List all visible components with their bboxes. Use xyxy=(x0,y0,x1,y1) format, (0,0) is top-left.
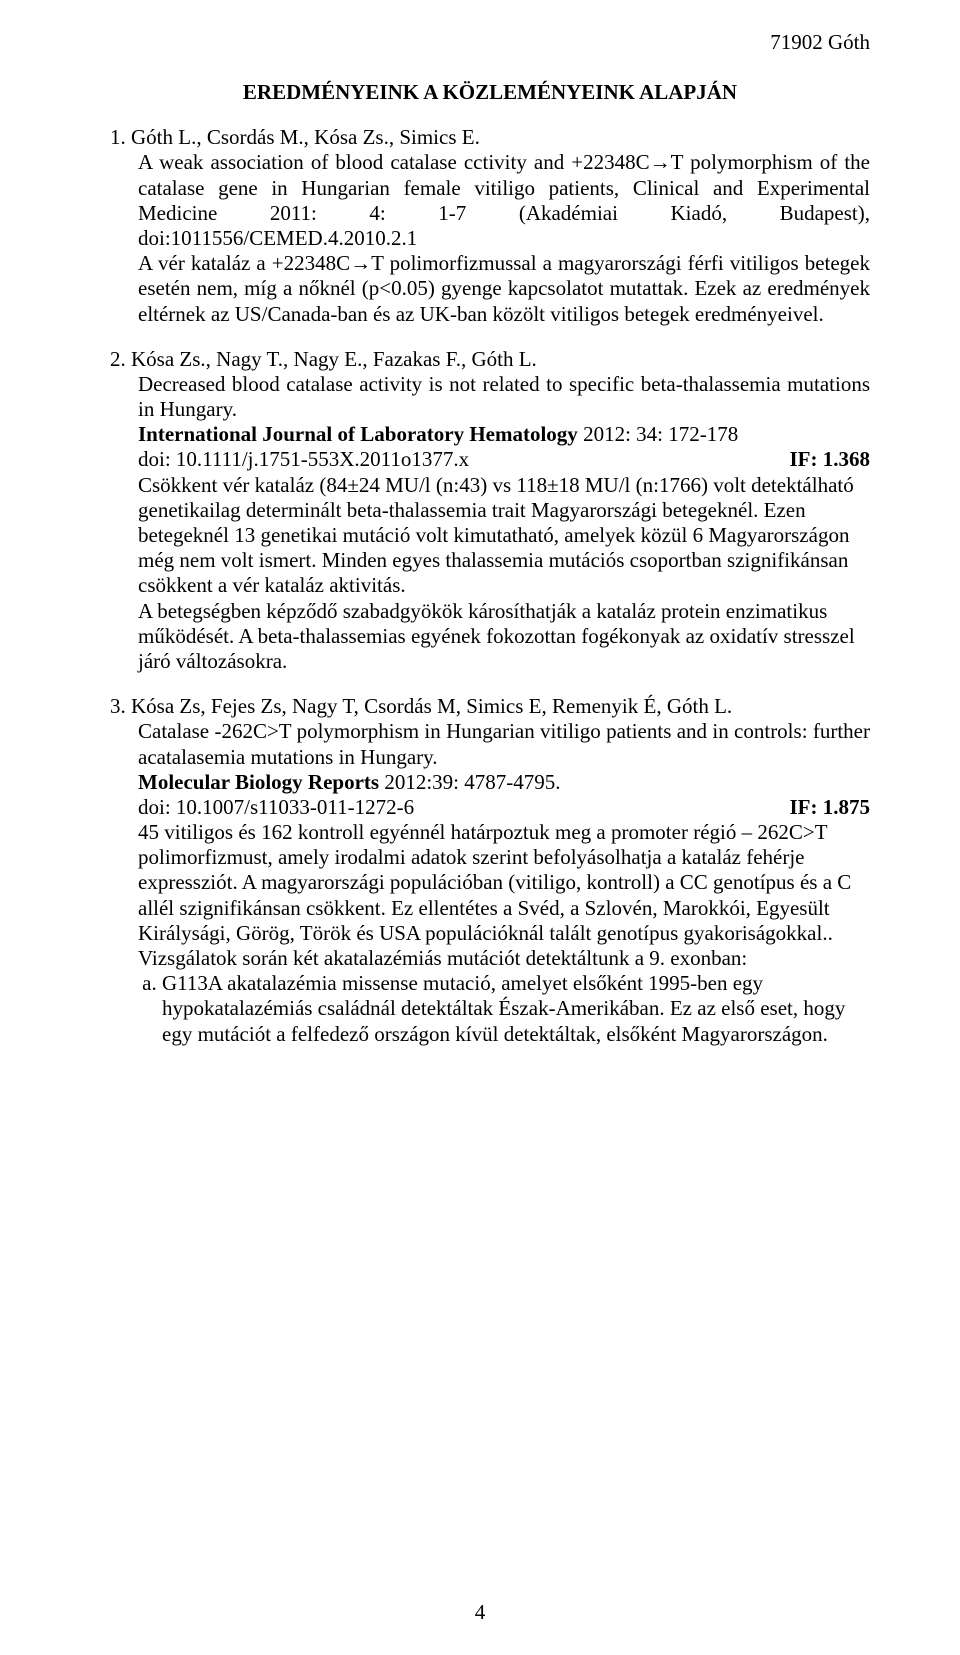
entry-1-summary: A vér kataláz a +22348C→T polimorfizmuss… xyxy=(110,251,870,327)
entry-3-paper-title: Catalase -262C>T polymorphism in Hungari… xyxy=(110,719,870,769)
entry-3-journal-line: Molecular Biology Reports 2012:39: 4787-… xyxy=(110,770,870,795)
entry-2-if: IF: 1.368 xyxy=(790,447,871,472)
entry-2-journal-name: International Journal of Laboratory Hema… xyxy=(138,422,578,446)
entry-3: 3. Kósa Zs, Fejes Zs, Nagy T, Csordás M,… xyxy=(110,694,870,1047)
entry-3-authors: Kósa Zs, Fejes Zs, Nagy T, Csordás M, Si… xyxy=(131,694,732,718)
entry-3-sub-a: G113A akatalazémia missense mutació, ame… xyxy=(162,971,870,1047)
entry-2-num: 2. xyxy=(110,347,126,371)
page-title: EREDMÉNYEINK A KÖZLEMÉNYEINK ALAPJÁN xyxy=(110,80,870,105)
entry-3-doi-row: doi: 10.1007/s11033-011-1272-6 IF: 1.875 xyxy=(110,795,870,820)
entry-3-journal-name: Molecular Biology Reports xyxy=(138,770,379,794)
entry-2-doi: doi: 10.1111/j.1751-553X.2011o1377.x xyxy=(138,447,469,472)
entry-3-authors-line: 3. Kósa Zs, Fejes Zs, Nagy T, Csordás M,… xyxy=(110,694,870,719)
entry-2-journal-rest: 2012: 34: 172-178 xyxy=(578,422,738,446)
page: 71902 Góth EREDMÉNYEINK A KÖZLEMÉNYEINK … xyxy=(0,0,960,1655)
entry-3-doi: doi: 10.1007/s11033-011-1272-6 xyxy=(138,795,414,820)
entry-1: 1. Góth L., Csordás M., Kósa Zs., Simics… xyxy=(110,125,870,327)
entry-3-summary2: Vizsgálatok során két akatalazémiás mutá… xyxy=(110,946,870,971)
entry-3-sublist: G113A akatalazémia missense mutació, ame… xyxy=(110,971,870,1047)
entry-1-body: A weak association of blood catalase cct… xyxy=(110,150,870,251)
entry-1-authors-line: 1. Góth L., Csordás M., Kósa Zs., Simics… xyxy=(110,125,870,150)
entry-1-num: 1. xyxy=(110,125,126,149)
entry-2-journal-line: International Journal of Laboratory Hema… xyxy=(110,422,870,447)
entry-3-if: IF: 1.875 xyxy=(790,795,871,820)
entry-2-authors: Kósa Zs., Nagy T., Nagy E., Fazakas F., … xyxy=(131,347,537,371)
entry-2: 2. Kósa Zs., Nagy T., Nagy E., Fazakas F… xyxy=(110,347,870,674)
page-number: 4 xyxy=(0,1600,960,1625)
entry-3-summary: 45 vitiligos és 162 kontroll egyénnél ha… xyxy=(110,820,870,946)
entry-3-num: 3. xyxy=(110,694,126,718)
entry-2-summary: Csökkent vér kataláz (84±24 MU/l (n:43) … xyxy=(110,473,870,599)
entry-2-summary2: A betegségben képződő szabadgyökök káros… xyxy=(110,599,870,675)
entry-3-journal-rest: 2012:39: 4787-4795. xyxy=(379,770,560,794)
entry-2-authors-line: 2. Kósa Zs., Nagy T., Nagy E., Fazakas F… xyxy=(110,347,870,372)
entry-1-authors: Góth L., Csordás M., Kósa Zs., Simics E. xyxy=(131,125,480,149)
header-code: 71902 Góth xyxy=(770,30,870,55)
entry-2-doi-row: doi: 10.1111/j.1751-553X.2011o1377.x IF:… xyxy=(110,447,870,472)
entry-2-paper-title: Decreased blood catalase activity is not… xyxy=(110,372,870,422)
